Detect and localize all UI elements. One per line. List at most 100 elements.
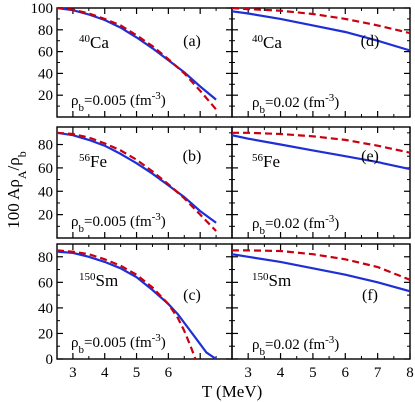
nucleus-symbol: Ca	[263, 33, 282, 52]
density-exponent: -3	[325, 213, 335, 225]
density-value: =0.005 (fm	[84, 214, 152, 230]
nucleus-label: 150Sm	[252, 271, 291, 290]
density-value: =0.005 (fm	[84, 93, 152, 109]
density-label: ρb=0.02 (fm-3)	[252, 213, 339, 237]
nucleus-label: 150Sm	[79, 271, 118, 290]
y-axis-label: 100 AρA/ρb	[4, 151, 29, 228]
nucleus-symbol: Sm	[96, 271, 119, 290]
density-symbol: ρ	[71, 214, 79, 230]
panel-f: 3 4 5 6 7 8 (f) 150Sm ρb=0.02 (fm-3)	[231, 243, 414, 381]
y-tick-label: 0	[46, 352, 54, 368]
y-tick-label: 40	[38, 184, 53, 200]
x-tick-label: 4	[277, 365, 285, 381]
solid-series-line	[232, 10, 410, 52]
density-exponent: -3	[325, 334, 335, 346]
density-close: )	[334, 216, 339, 232]
plot-frame	[231, 243, 411, 360]
density-label: ρb=0.005 (fm-3)	[71, 211, 166, 235]
density-value: =0.02 (fm	[265, 216, 325, 232]
nucleus-mass: 150	[79, 271, 96, 283]
density-subscript: b	[79, 344, 85, 356]
y-axis-label-main: 100 Aρ	[4, 179, 23, 229]
density-symbol: ρ	[252, 95, 260, 111]
density-symbol: ρ	[71, 93, 79, 109]
y-tick-label: 60	[38, 275, 53, 291]
panel-label: (d)	[361, 33, 380, 50]
y-tick-label: 80	[38, 138, 53, 154]
density-label: ρb=0.005 (fm-3)	[71, 90, 166, 114]
y-tick-label: 40	[38, 301, 53, 317]
y-tick-label: 80	[38, 23, 53, 39]
y-tick-label: 100	[31, 1, 54, 17]
density-label: ρb=0.02 (fm-3)	[252, 334, 339, 358]
density-subscript: b	[260, 346, 266, 358]
solid-series-line	[57, 131, 217, 224]
nucleus-label: 56Fe	[252, 152, 280, 171]
density-label: ρb=0.02 (fm-3)	[252, 92, 339, 116]
density-close: )	[161, 93, 166, 109]
x-tick-label: 4	[101, 365, 109, 381]
nucleus-symbol: Ca	[90, 33, 109, 52]
y-axis-label-slash: /ρ	[4, 157, 23, 170]
y-tick-label: 20	[38, 88, 53, 104]
dashed-series-line	[232, 131, 410, 154]
x-tick-label: 6	[165, 365, 173, 381]
nucleus-symbol: Sm	[269, 271, 292, 290]
solid-series-line	[232, 253, 410, 293]
density-symbol: ρ	[252, 337, 260, 353]
density-subscript: b	[79, 102, 85, 114]
density-subscript: b	[260, 104, 266, 116]
density-close: )	[161, 214, 166, 230]
density-subscript: b	[260, 225, 266, 237]
density-exponent: -3	[152, 211, 162, 223]
solid-series-line	[57, 8, 217, 101]
nucleus-mass: 40	[79, 33, 91, 45]
density-symbol: ρ	[252, 216, 260, 232]
nucleus-mass: 56	[79, 152, 91, 164]
density-close: )	[161, 335, 166, 351]
nucleus-symbol: Fe	[90, 152, 107, 171]
y-tick-label: 60	[38, 161, 53, 177]
density-close: )	[334, 337, 339, 353]
x-tick-label: 6	[342, 365, 350, 381]
density-subscript: b	[79, 223, 85, 235]
x-tick-label: 7	[374, 365, 382, 381]
panel-label: (e)	[361, 148, 379, 165]
panel-label: (f)	[362, 287, 378, 304]
panel-e: (e) 56Fe ρb=0.02 (fm-3)	[231, 126, 411, 239]
nucleus-label: 40Ca	[79, 33, 109, 52]
x-tick-label: 3	[69, 365, 77, 381]
nucleus-mass: 150	[252, 271, 269, 283]
density-exponent: -3	[152, 332, 162, 344]
panel-b: 20 40 60 80 (b) 56Fe ρb=0.005 (fm-3)	[38, 126, 233, 239]
density-value: =0.005 (fm	[84, 335, 152, 351]
x-tick-label: 5	[309, 365, 317, 381]
y-tick-label: 40	[38, 66, 53, 82]
y-tick-label: 60	[38, 45, 53, 61]
dashed-series-line	[232, 8, 410, 35]
density-value: =0.02 (fm	[265, 95, 325, 111]
solid-series-line	[57, 250, 217, 359]
dashed-series-line	[232, 249, 410, 281]
nucleus-mass: 56	[252, 152, 264, 164]
y-tick-label: 20	[38, 208, 53, 224]
x-axis-label: T (MeV)	[202, 382, 263, 401]
density-value: =0.02 (fm	[265, 337, 325, 353]
x-tick-label: 3	[244, 365, 252, 381]
y-tick-label: 80	[38, 250, 53, 266]
nucleus-symbol: Fe	[263, 152, 280, 171]
panel-d: (d) 40Ca ρb=0.02 (fm-3)	[231, 7, 411, 118]
nucleus-label: 56Fe	[79, 152, 107, 171]
panel-label: (a)	[183, 33, 201, 50]
y-tick-label: 20	[38, 326, 53, 342]
density-symbol: ρ	[71, 335, 79, 351]
density-exponent: -3	[152, 90, 162, 102]
dashed-series-line	[57, 131, 217, 232]
y-axis-label-sub2: b	[15, 151, 29, 157]
panel-label: (c)	[183, 287, 201, 304]
x-tick-label: 5	[133, 365, 141, 381]
